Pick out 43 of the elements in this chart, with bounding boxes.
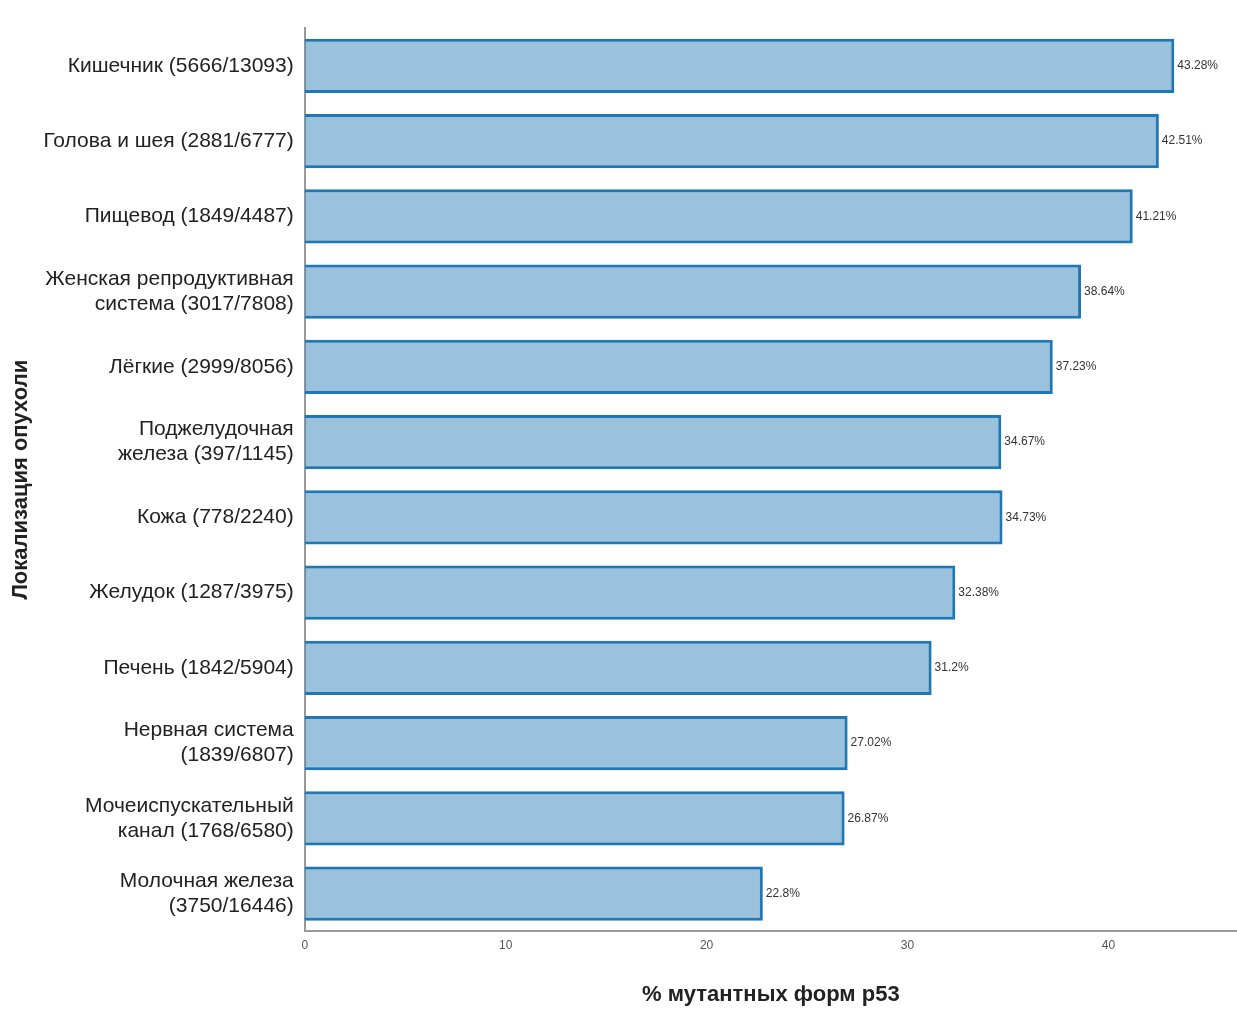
x-axis-title: % мутантных форм p53	[642, 980, 900, 1006]
data-label: 38.64%	[1084, 283, 1126, 298]
x-tick-label: 0	[301, 937, 309, 952]
bar	[304, 113, 1159, 169]
y-tick-label: Печень (1842/5904)	[103, 654, 294, 678]
bar	[304, 189, 1133, 244]
bar	[304, 490, 1003, 545]
data-label: 42.51%	[1161, 133, 1203, 148]
data-label: 26.87%	[847, 810, 889, 825]
data-label: 22.8%	[765, 885, 801, 900]
bar	[304, 264, 1082, 319]
y-tick-label: Женская репродуктивная система (3017/7808)	[45, 265, 294, 314]
bar	[304, 791, 845, 846]
y-tick-label: Кожа (778/2240)	[136, 504, 294, 528]
y-tick-label: Кишечник (5666/13093)	[67, 52, 294, 76]
bar	[304, 339, 1053, 394]
x-tick-label: 40	[1101, 937, 1116, 952]
bar	[304, 414, 1002, 470]
data-label: 41.21%	[1135, 208, 1177, 223]
data-label: 43.28%	[1177, 58, 1219, 73]
data-label: 34.67%	[1004, 434, 1046, 449]
y-tick-label: Мочеиспускательный канал (1768/6580)	[84, 792, 294, 841]
y-tick-label: Пищевод (1849/4487)	[84, 203, 294, 227]
bar	[304, 715, 848, 771]
y-tick-label: Молочная железа (3750/16446)	[119, 867, 295, 916]
y-tick-label: Голова и шея (2881/6777)	[43, 127, 294, 151]
bar	[304, 565, 956, 620]
bar	[304, 866, 763, 921]
bar	[304, 640, 932, 695]
x-tick-label: 30	[900, 937, 915, 952]
y-tick-label: Желудок (1287/3975)	[89, 579, 294, 603]
data-label: 32.38%	[958, 584, 1000, 599]
y-tick-label: Нервная система (1839/6807)	[123, 717, 295, 766]
y-tick-label: Поджелудочная железа (397/1145)	[118, 416, 294, 465]
data-label: 31.2%	[934, 660, 969, 675]
y-tick-label: Лёгкие (2999/8056)	[108, 353, 294, 377]
x-tick-label: 20	[699, 937, 714, 952]
data-label: 34.73%	[1005, 509, 1047, 524]
data-label: 37.23%	[1055, 359, 1097, 374]
bar	[304, 38, 1175, 93]
y-axis-title: Локализация опухоли	[7, 359, 33, 600]
x-tick-label: 10	[498, 937, 513, 952]
data-label: 27.02%	[850, 735, 892, 750]
